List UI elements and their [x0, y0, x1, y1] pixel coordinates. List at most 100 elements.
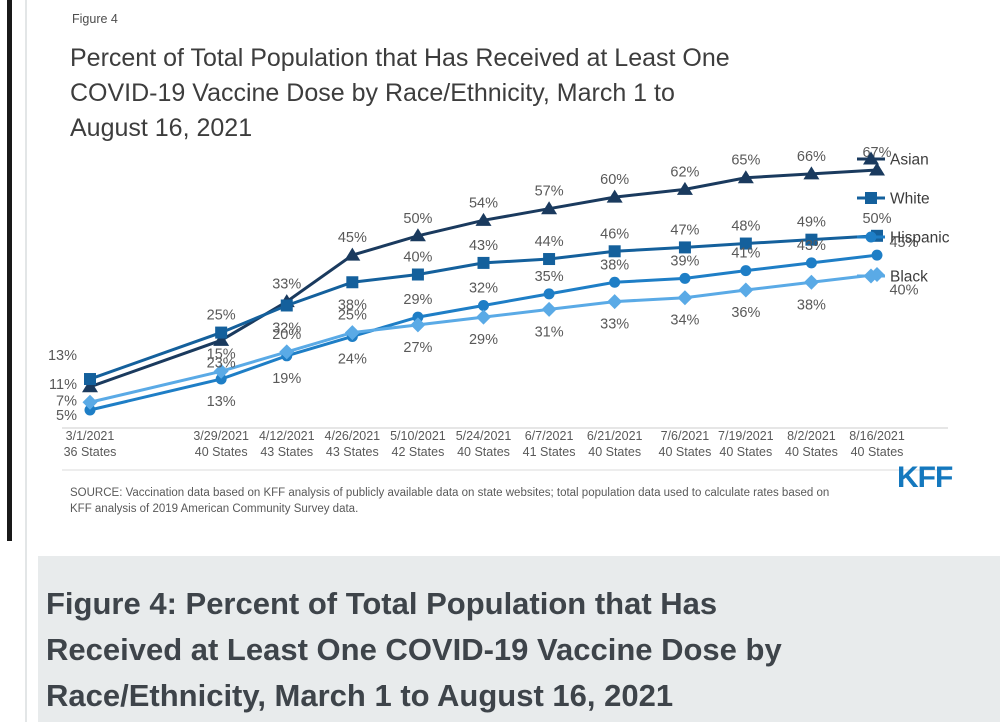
- x-tick-states: 40 States: [719, 445, 772, 459]
- series-black: [82, 267, 885, 410]
- diamond-marker: [476, 309, 491, 325]
- data-label: 13%: [207, 394, 236, 410]
- data-label: 25%: [338, 308, 367, 324]
- source-note-line-1: SOURCE: Vaccination data based on KFF an…: [70, 487, 830, 499]
- data-label: 54%: [469, 195, 498, 211]
- source-note-line-2: KFF analysis of 2019 American Community …: [70, 502, 359, 515]
- circle-marker: [215, 373, 227, 385]
- square-marker: [84, 373, 96, 386]
- data-label: 29%: [469, 332, 498, 348]
- caption-line-2: Received at Least One COVID-19 Vaccine D…: [46, 632, 782, 667]
- data-label: 29%: [403, 292, 432, 308]
- circle-marker: [679, 272, 691, 284]
- data-label: 36%: [731, 305, 760, 321]
- x-axis-labels: 3/1/2021 36 States 3/29/2021 40 States 4/12/…: [64, 429, 905, 459]
- x-tick-states: 41 States: [523, 445, 576, 459]
- circle-marker: [543, 288, 555, 300]
- data-label: 45%: [338, 230, 367, 246]
- chart-title-line-1: Percent of Total Population that Has Rec…: [70, 44, 730, 72]
- data-label: 66%: [797, 149, 826, 165]
- data-label: 13%: [48, 348, 77, 364]
- legend-item-asian: Asian: [857, 151, 929, 169]
- data-labels-white: 13% 25% 32% 38% 40% 43% 44% 46% 47% 48% 49% 50%: [48, 211, 892, 364]
- page-left-edge-bar: [7, 0, 12, 541]
- x-tick-states: 40 States: [457, 445, 510, 459]
- circle-marker: [478, 299, 489, 311]
- x-tick-date: 6/21/2021: [587, 429, 643, 443]
- square-marker: [215, 326, 228, 339]
- data-label: 23%: [207, 355, 236, 371]
- square-marker: [865, 192, 877, 204]
- data-labels-black: 7% 15% 20% 25% 27% 29% 31% 33% 34% 36% 38% 40%: [56, 283, 919, 410]
- caption-line-3: Race/Ethnicity, March 1 to August 16, 20…: [46, 678, 674, 713]
- page-left-hairline: [25, 0, 27, 722]
- data-label: 41%: [731, 246, 760, 262]
- x-tick-date: 7/6/2021: [661, 429, 710, 443]
- data-label: 19%: [272, 371, 301, 387]
- triangle-marker: [803, 166, 820, 180]
- data-label: 20%: [272, 327, 301, 343]
- diamond-marker: [279, 344, 295, 360]
- legend-item-black: Black: [857, 268, 928, 286]
- square-marker: [346, 276, 359, 289]
- square-marker: [411, 268, 424, 281]
- data-label: 60%: [600, 172, 629, 188]
- legend-item-hispanic: Hispanic: [857, 230, 950, 247]
- data-label: 32%: [469, 280, 498, 296]
- diamond-marker: [541, 301, 557, 317]
- data-label: 40%: [403, 250, 432, 266]
- figure-number-label: Figure 4: [72, 12, 118, 26]
- circle-marker: [740, 265, 752, 277]
- data-label: 34%: [670, 313, 699, 329]
- x-tick-states: 40 States: [851, 445, 904, 459]
- diamond-marker: [344, 325, 360, 341]
- diamond-marker: [677, 290, 693, 306]
- series-line-hispanic: [89, 253, 878, 412]
- x-tick-states: 40 States: [659, 445, 712, 459]
- diamond-marker: [738, 282, 754, 298]
- x-tick-date: 7/19/2021: [718, 429, 774, 443]
- data-label: 15%: [207, 346, 236, 362]
- series-line-white: [89, 234, 878, 381]
- data-label: 38%: [797, 297, 826, 313]
- x-tick-date: 4/26/2021: [325, 429, 381, 443]
- legend-label: Black: [890, 269, 928, 286]
- x-tick-date: 5/24/2021: [456, 429, 512, 443]
- data-label: 39%: [670, 253, 699, 269]
- data-label: 38%: [600, 257, 629, 273]
- x-tick-states: 40 States: [588, 445, 641, 459]
- x-tick-states: 40 States: [195, 445, 248, 459]
- triangle-marker: [541, 201, 558, 215]
- x-tick-date: 8/2/2021: [787, 429, 836, 443]
- data-label: 33%: [272, 277, 301, 293]
- data-label: 50%: [862, 211, 891, 227]
- kff-logo: KFF: [897, 461, 953, 494]
- figure-caption-block: Figure 4: Percent of Total Population th…: [38, 556, 1000, 722]
- legend-label: Hispanic: [890, 230, 950, 247]
- series-line-black: [89, 273, 878, 404]
- triangle-marker: [676, 181, 693, 195]
- data-label: 25%: [207, 308, 236, 324]
- triangle-marker: [82, 379, 98, 393]
- triangle-marker: [344, 247, 361, 261]
- circle-marker: [84, 404, 96, 416]
- square-marker: [805, 233, 818, 246]
- circle-marker: [412, 311, 424, 323]
- data-label: 62%: [670, 164, 699, 180]
- data-label: 50%: [403, 211, 432, 227]
- data-label: 47%: [670, 222, 699, 238]
- x-tick-date: 6/7/2021: [525, 429, 574, 443]
- x-tick-states: 40 States: [785, 445, 838, 459]
- caption-line-1: Figure 4: Percent of Total Population th…: [46, 586, 718, 621]
- chart-title-line-2: COVID-19 Vaccine Dose by Race/Ethnicity,…: [70, 79, 675, 107]
- square-marker: [477, 256, 490, 269]
- legend-label: Asian: [890, 152, 929, 169]
- circle-marker: [805, 257, 817, 269]
- circle-marker: [609, 276, 621, 288]
- data-label: 33%: [600, 317, 629, 333]
- legend-label: White: [890, 191, 930, 208]
- data-label: 27%: [403, 340, 432, 356]
- diamond-marker: [863, 268, 879, 284]
- data-label: 38%: [338, 297, 367, 313]
